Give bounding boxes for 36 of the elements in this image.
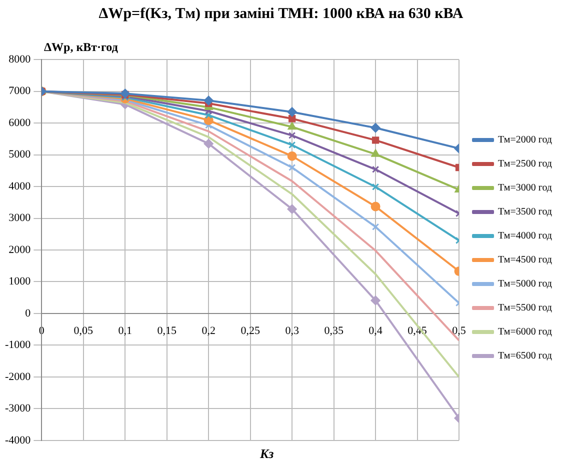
y-tick-label: 7000 [8,85,32,98]
x-tick-label: 0,1 [118,324,132,337]
x-tick-label: 0,15 [157,324,177,337]
x-tick-label: 0,3 [285,324,300,337]
legend-label: Тм=4000 год [498,230,552,242]
y-tick-label: 0 [25,307,32,320]
x-tick-label: 0,05 [74,324,94,337]
x-tick-label: 0,35 [324,324,344,337]
y-tick-label: -4000 [4,434,32,446]
legend-label: Тм=2500 год [498,158,552,170]
legend-label: Тм=3000 год [498,182,552,194]
x-axis-title: Kз [260,446,274,462]
chart-title: ΔWр=f(Kз, Tм) при заміні ТМН: 1000 кВА на 630 кВА [98,6,464,23]
legend-label: Тм=2000 год [498,134,552,146]
x-tick-label: 0,25 [240,324,260,337]
x-tick-label: 0,5 [452,324,466,337]
y-axis-title: ΔWр, кВт·год [44,40,118,55]
y-tick-label: 3000 [8,212,32,224]
y-tick-label: 6000 [8,116,32,129]
y-tick-label: -3000 [4,402,32,415]
x-tick-label: 0,2 [202,324,216,337]
x-tick-label: 0 [38,324,45,337]
y-tick-label: 5000 [8,148,32,161]
x-tick-label: 0,4 [368,324,383,337]
y-tick-label: -2000 [4,370,32,383]
y-tick-label: 1000 [8,276,32,288]
legend-label: Тм=3500 год [498,206,552,218]
y-tick-label: -1000 [4,339,32,352]
legend-label: Тм=4500 год [498,254,552,266]
y-tick-label: 4000 [8,180,32,192]
legend-label: Тм=5500 год [498,302,552,314]
legend-label: Тм=6000 год [498,326,552,338]
y-tick-label: 2000 [8,244,32,256]
legend-label: Тм=5000 год [498,278,552,290]
y-tick-label: 8000 [8,53,32,66]
legend-label: Тм=6500 год [498,350,552,362]
